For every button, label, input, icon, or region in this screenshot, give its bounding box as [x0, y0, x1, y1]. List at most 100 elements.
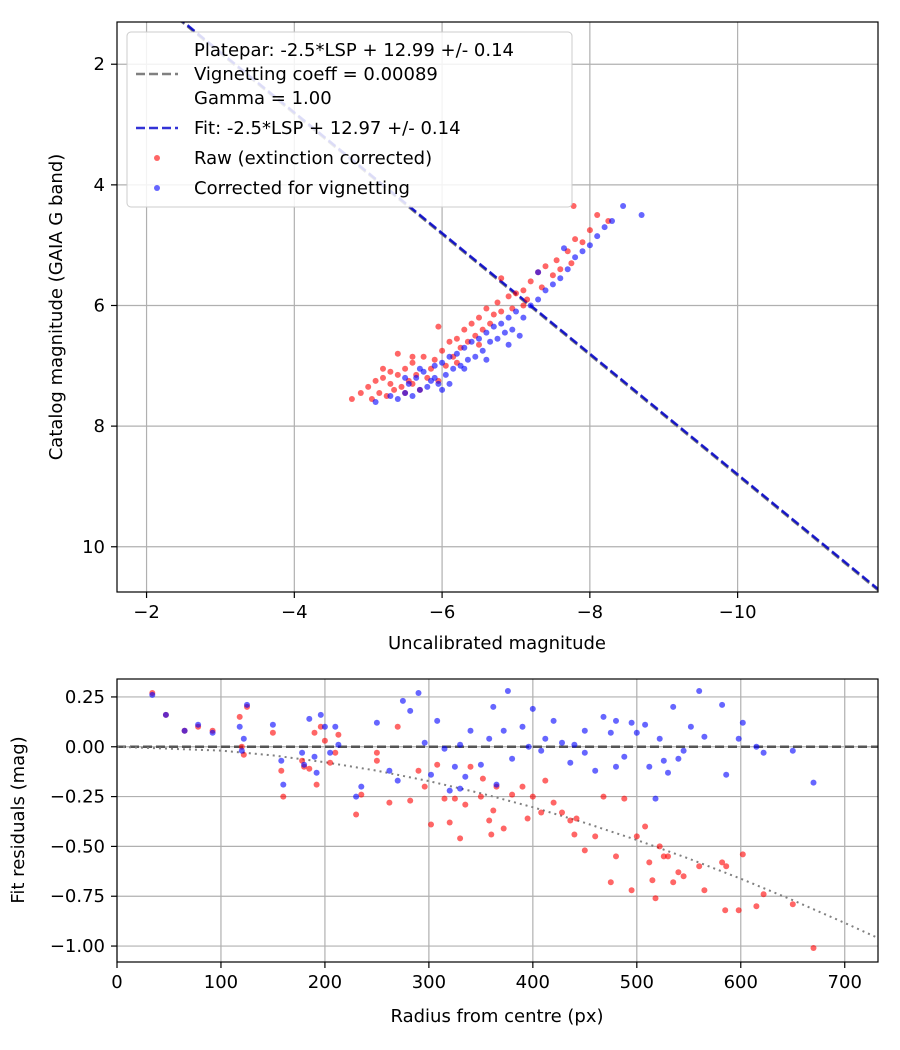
x-tick-label: 200 — [308, 972, 342, 993]
data-point — [486, 735, 493, 742]
data-point — [719, 859, 726, 866]
data-point — [549, 272, 556, 279]
data-point — [549, 281, 556, 288]
data-point — [311, 753, 318, 760]
data-point — [301, 761, 308, 768]
y-tick-label: 10 — [82, 537, 105, 558]
data-point — [490, 703, 497, 710]
data-point — [722, 907, 729, 914]
data-point — [434, 761, 441, 768]
data-point — [620, 203, 627, 209]
data-point — [607, 879, 614, 886]
data-point — [581, 749, 588, 756]
x-tick-label: −10 — [719, 602, 757, 623]
data-point — [493, 781, 500, 788]
data-point — [461, 326, 468, 333]
data-point — [386, 799, 393, 806]
x-tick-label: 600 — [724, 972, 758, 993]
data-point — [373, 749, 380, 756]
data-point — [701, 733, 708, 740]
x-tick-label: −4 — [281, 602, 308, 623]
data-point — [439, 347, 446, 354]
x-tick-label: 700 — [828, 972, 862, 993]
data-point — [509, 326, 516, 333]
data-point — [680, 747, 687, 754]
data-point — [421, 739, 428, 746]
x-tick-label: 500 — [620, 972, 654, 993]
data-point — [739, 851, 746, 858]
data-point — [402, 374, 409, 381]
data-point — [509, 755, 516, 762]
data-point — [652, 795, 659, 802]
data-point — [358, 791, 365, 798]
data-point — [348, 396, 355, 402]
data-point — [457, 785, 464, 792]
data-point — [559, 739, 565, 746]
data-point — [236, 713, 243, 720]
data-point — [638, 212, 645, 218]
data-point — [424, 383, 431, 390]
data-point — [535, 296, 542, 303]
bottom-panel: 0 100 200 300 400 500 600 700 0.25 0.00 −0.25 −0.50… — [8, 678, 879, 1027]
data-point — [435, 323, 442, 330]
data-point — [441, 795, 448, 802]
data-point — [353, 811, 360, 818]
data-point — [446, 819, 453, 826]
data-point — [498, 308, 505, 315]
data-point — [462, 773, 469, 780]
top-x-axis-label: Uncalibrated magnitude — [388, 633, 606, 654]
data-point — [431, 374, 438, 381]
data-point — [472, 353, 479, 360]
legend-gamma-label: Gamma = 1.00 — [194, 88, 332, 109]
data-point — [467, 727, 474, 734]
data-point — [376, 390, 383, 396]
data-point — [415, 690, 422, 696]
data-point — [628, 887, 635, 894]
data-point — [311, 729, 318, 736]
data-point — [386, 767, 393, 774]
data-point — [453, 335, 460, 342]
data-point — [464, 356, 471, 363]
data-point — [579, 239, 586, 246]
data-point — [568, 260, 575, 267]
data-point — [451, 795, 458, 802]
data-point — [649, 877, 656, 884]
data-point — [451, 763, 458, 770]
data-point — [719, 701, 726, 708]
data-point — [542, 287, 549, 294]
data-point — [613, 853, 619, 860]
top-points — [348, 203, 645, 405]
data-point — [442, 371, 449, 378]
data-point — [520, 314, 527, 321]
data-point — [735, 907, 742, 914]
data-point — [520, 287, 527, 294]
data-point — [487, 338, 494, 345]
legend-box — [126, 31, 573, 208]
data-point — [372, 377, 379, 384]
data-point — [394, 396, 401, 402]
legend-vignetting-label: Vignetting coeff = 0.00089 — [194, 64, 438, 85]
data-point — [407, 797, 414, 804]
top-panel: −2 −4 −6 −8 −10 2 4 6 8 10 Uncalibrated magnitude… — [46, 21, 879, 654]
data-point — [753, 903, 760, 910]
data-point — [476, 335, 482, 342]
data-point — [446, 338, 453, 345]
data-point — [483, 329, 490, 336]
data-point — [628, 719, 635, 726]
top-plot-frame — [116, 21, 879, 593]
data-point — [409, 393, 416, 399]
data-point — [399, 697, 406, 704]
data-point — [665, 853, 671, 860]
data-point — [609, 218, 615, 224]
data-point — [149, 691, 156, 698]
data-point — [450, 365, 457, 372]
top-y-axis-label: Catalog magnitude (GAIA G band) — [46, 154, 67, 461]
data-point — [516, 332, 523, 339]
data-point — [789, 747, 796, 754]
data-point — [723, 771, 730, 778]
data-point — [660, 757, 667, 764]
data-point — [327, 749, 334, 756]
data-point — [453, 350, 460, 357]
data-point — [332, 723, 339, 730]
data-point — [520, 302, 527, 309]
